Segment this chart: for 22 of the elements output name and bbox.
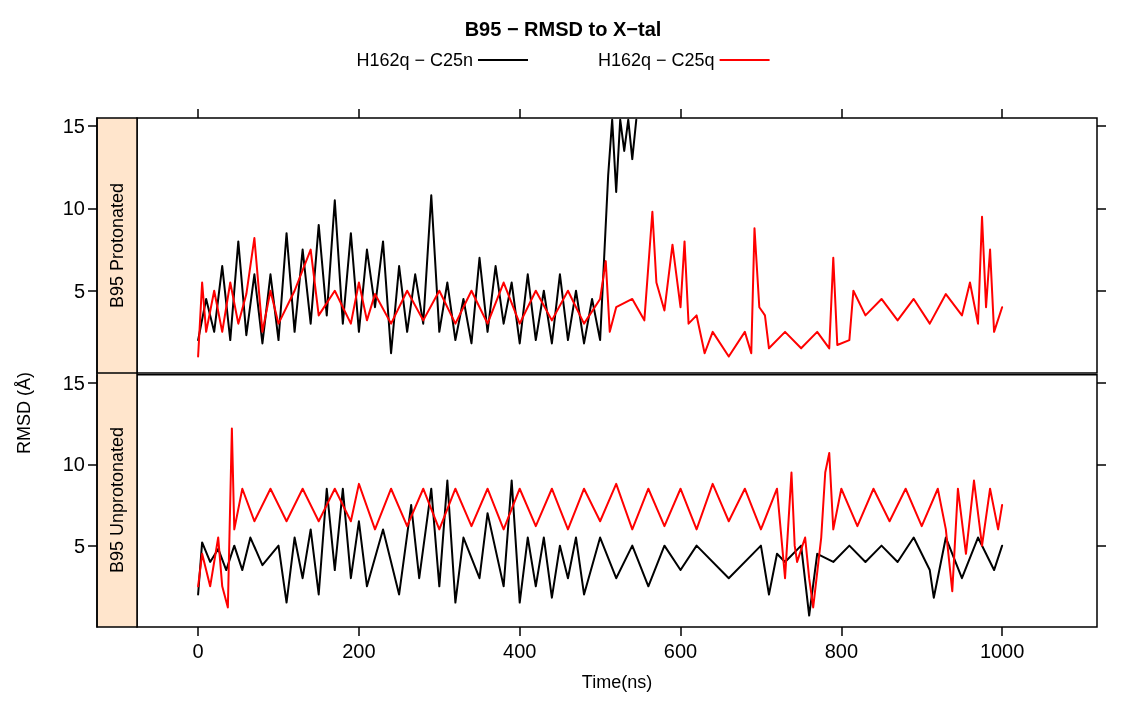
x-tick-label: 600	[663, 640, 698, 662]
x-tick-label: 400	[503, 640, 537, 662]
text: B95 Protonated	[107, 182, 127, 309]
text: B95 Unprotonated	[107, 426, 127, 574]
x-tick-label: 0	[192, 640, 204, 662]
chart-title: B95 − RMSD to X−tal	[464, 18, 662, 40]
legend-label: H162q − C25q	[597, 50, 715, 70]
y-tick-label: 5	[73, 279, 85, 302]
x-tick-label: 800	[824, 640, 859, 662]
line-series	[197, 479, 1004, 617]
x-axis-title: Time(ns)	[581, 672, 653, 692]
y-tick-label: 15	[62, 115, 85, 138]
y-tick-label: 10	[62, 453, 85, 476]
y-tick-label: 15	[62, 372, 85, 394]
y-tick-label: 5	[73, 534, 85, 557]
line-series	[197, 427, 1004, 609]
x-tick-label: 200	[342, 640, 376, 662]
y-axis-title: RMSD (Å)	[14, 372, 34, 454]
legend-label: H162q − C25n	[356, 50, 473, 70]
x-tick-label: 1000	[979, 640, 1025, 662]
y-tick-label: 10	[62, 197, 85, 220]
line-series	[197, 210, 1004, 358]
